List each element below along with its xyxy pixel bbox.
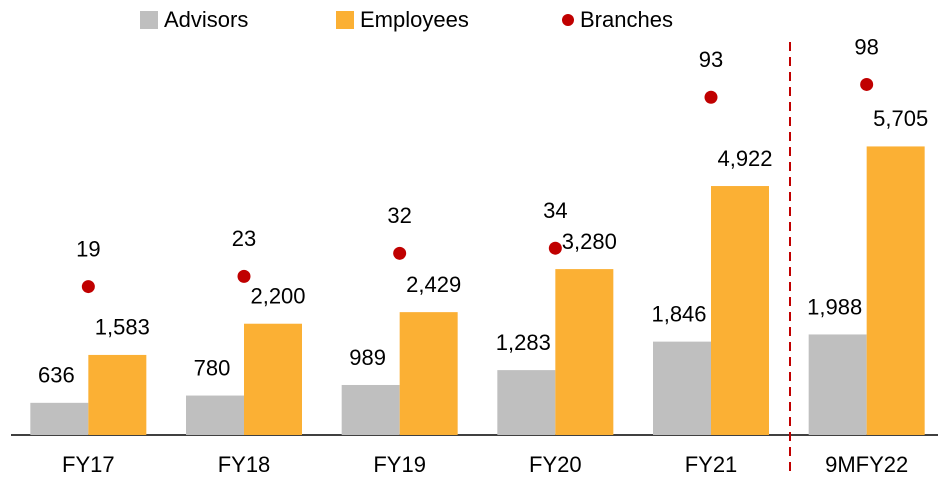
x-tick-label: 9MFY22 xyxy=(825,452,908,477)
branch-dot xyxy=(81,280,95,294)
x-tick-label: FY19 xyxy=(373,452,426,477)
value-label: 98 xyxy=(854,34,878,59)
value-label: 1,283 xyxy=(496,330,551,355)
value-label: 34 xyxy=(543,198,567,223)
x-tick-label: FY17 xyxy=(62,452,115,477)
value-label: 32 xyxy=(387,203,411,228)
bar xyxy=(866,146,925,435)
bar xyxy=(711,186,769,435)
value-label: 19 xyxy=(76,236,100,261)
branch-dot xyxy=(704,90,718,104)
branch-dot xyxy=(860,77,874,91)
value-label: 5,705 xyxy=(873,106,928,131)
x-tick-label: FY20 xyxy=(529,452,582,477)
legend-marker xyxy=(562,14,574,26)
bar xyxy=(341,384,400,435)
legend-label: Branches xyxy=(580,7,673,32)
value-label: 23 xyxy=(232,226,256,251)
value-label: 93 xyxy=(699,47,723,72)
bar xyxy=(497,370,556,435)
value-label: 1,988 xyxy=(807,294,862,319)
x-tick-label: FY21 xyxy=(685,452,738,477)
branch-dot xyxy=(548,241,562,255)
bar xyxy=(555,269,614,435)
bar xyxy=(88,354,147,435)
bar xyxy=(30,402,89,435)
branch-dot xyxy=(393,246,407,260)
value-label: 1,846 xyxy=(651,301,706,326)
bar xyxy=(244,323,302,435)
bar xyxy=(808,334,867,435)
value-label: 1,583 xyxy=(95,315,150,340)
bar xyxy=(186,395,244,435)
value-label: 3,280 xyxy=(562,229,617,254)
value-label: 2,429 xyxy=(406,272,461,297)
value-label: 780 xyxy=(194,355,231,380)
legend-label: Employees xyxy=(360,7,469,32)
x-tick-label: FY18 xyxy=(218,452,271,477)
bar xyxy=(399,312,458,435)
value-label: 4,922 xyxy=(717,146,772,171)
branch-dot xyxy=(237,269,251,283)
value-label: 636 xyxy=(38,363,75,388)
value-label: 989 xyxy=(349,345,386,370)
legend-marker xyxy=(140,11,158,29)
legend-marker xyxy=(336,11,354,29)
value-label: 2,200 xyxy=(250,284,305,309)
legend-label: Advisors xyxy=(164,7,248,32)
bar xyxy=(653,341,711,435)
